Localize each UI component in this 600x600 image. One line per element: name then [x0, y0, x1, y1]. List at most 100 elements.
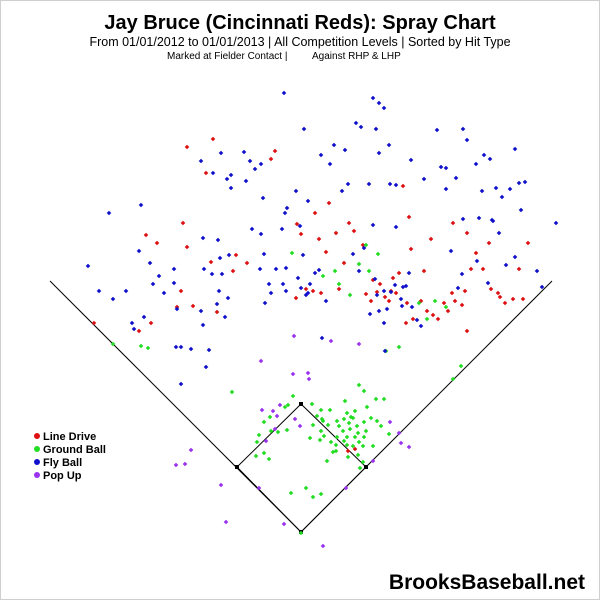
fly-ball-point	[123, 288, 129, 294]
fly-ball-point	[366, 181, 372, 187]
fly-ball-point	[305, 198, 311, 204]
fly-ball-point	[301, 126, 307, 132]
fly-ball-point	[281, 90, 287, 96]
ground-ball-point	[317, 437, 323, 443]
ground-ball-point	[370, 443, 376, 449]
line-drive-point	[410, 316, 416, 322]
pop-up-point	[328, 338, 334, 344]
pop-up-point	[291, 333, 297, 339]
line-drive-point	[393, 290, 399, 296]
legend-marker-fly-ball	[34, 459, 40, 465]
ground-ball-point	[375, 251, 381, 257]
fly-ball-point	[384, 306, 390, 312]
pop-up-point	[396, 430, 402, 436]
fly-ball-point	[214, 301, 220, 307]
pop-up-point	[182, 461, 188, 467]
ground-ball-point	[340, 428, 346, 434]
ground-ball-point	[354, 423, 360, 429]
ground-ball-point	[254, 439, 260, 445]
ground-ball-point	[356, 439, 362, 445]
ground-ball-point	[396, 344, 402, 350]
ground-ball-point	[324, 458, 330, 464]
pop-up-point	[173, 462, 179, 468]
line-drive-point	[421, 268, 427, 274]
line-drive-point	[468, 266, 474, 272]
ground-ball-point	[373, 396, 379, 402]
fly-ball-point	[298, 285, 304, 291]
ground-ball-point	[332, 268, 338, 274]
fly-ball-point	[218, 150, 224, 156]
fly-ball-point	[496, 230, 502, 236]
fly-ball-point	[188, 346, 194, 352]
fly-ball-point	[266, 281, 272, 287]
line-drive-point	[341, 260, 347, 266]
fly-ball-point	[303, 292, 309, 298]
ground-ball-point	[450, 376, 456, 382]
fly-ball-point	[178, 344, 184, 350]
ground-ball-point	[318, 491, 324, 497]
fly-ball-point	[203, 364, 209, 370]
pop-up-point	[259, 407, 265, 413]
fly-ball-point	[262, 300, 268, 306]
fly-ball-point	[507, 186, 513, 192]
line-drive-point	[268, 156, 274, 162]
pop-up-point	[320, 543, 326, 549]
fly-ball-point	[381, 105, 387, 111]
line-drive-point	[298, 231, 304, 237]
fly-ball-point	[280, 281, 286, 287]
ground-ball-point	[352, 408, 358, 414]
line-drive-point	[435, 316, 441, 322]
line-drive-point	[272, 148, 278, 154]
pop-up-point	[218, 482, 224, 488]
line-drive-point	[449, 290, 455, 296]
fly-ball-point	[356, 268, 362, 274]
fly-ball-point	[131, 326, 137, 332]
ground-ball-point	[424, 316, 430, 322]
fly-ball-point	[198, 158, 204, 164]
fly-ball-point	[279, 226, 285, 232]
ground-ball-point	[443, 304, 449, 310]
fly-ball-point	[282, 210, 288, 216]
fly-ball-point	[522, 179, 528, 185]
fly-ball-point	[453, 175, 459, 181]
chart-title: Jay Bruce (Cincinnati Reds): Spray Chart	[104, 12, 496, 34]
line-drive-point	[230, 268, 236, 274]
fly-ball-point	[268, 290, 274, 296]
ground-ball-point	[336, 281, 342, 287]
line-drive-point	[473, 250, 479, 256]
line-drive-point	[404, 300, 410, 306]
line-drive-point	[390, 275, 396, 281]
line-drive-point	[233, 252, 239, 258]
ground-ball-point	[344, 442, 350, 448]
fly-ball-point	[318, 152, 324, 158]
line-drive-point	[323, 249, 329, 255]
fly-ball-point	[358, 124, 364, 130]
fly-ball-point	[493, 185, 499, 191]
first-base	[364, 465, 368, 469]
ground-ball-point	[325, 422, 331, 428]
ground-ball-point	[320, 273, 326, 279]
fly-ball-point	[110, 296, 116, 302]
ground-ball-point	[310, 494, 316, 500]
note-fielder-contact: Marked at Fielder Contact |	[167, 51, 287, 62]
ground-ball-point	[356, 382, 362, 388]
fly-ball-point	[403, 283, 409, 289]
fly-ball-point	[418, 323, 424, 329]
fly-ball-point	[173, 344, 179, 350]
fly-ball-point	[247, 158, 253, 164]
line-drive-point	[486, 240, 492, 246]
legend-marker-line-drive	[34, 433, 40, 439]
chart-subtitle: From 01/01/2012 to 01/01/2013 | All Comp…	[89, 35, 510, 49]
fly-ball-point	[539, 284, 545, 290]
fly-ball-point	[156, 273, 162, 279]
line-drive-point	[345, 448, 351, 454]
fly-ball-point	[386, 142, 392, 148]
fly-ball-point	[217, 255, 223, 261]
line-drive-point	[368, 298, 374, 304]
third-base	[235, 465, 239, 469]
fly-ball-point	[295, 275, 301, 281]
pop-up-point	[398, 440, 404, 446]
fly-ball-point	[373, 126, 379, 132]
fly-ball-point	[293, 188, 299, 194]
fly-ball-point	[443, 165, 449, 171]
